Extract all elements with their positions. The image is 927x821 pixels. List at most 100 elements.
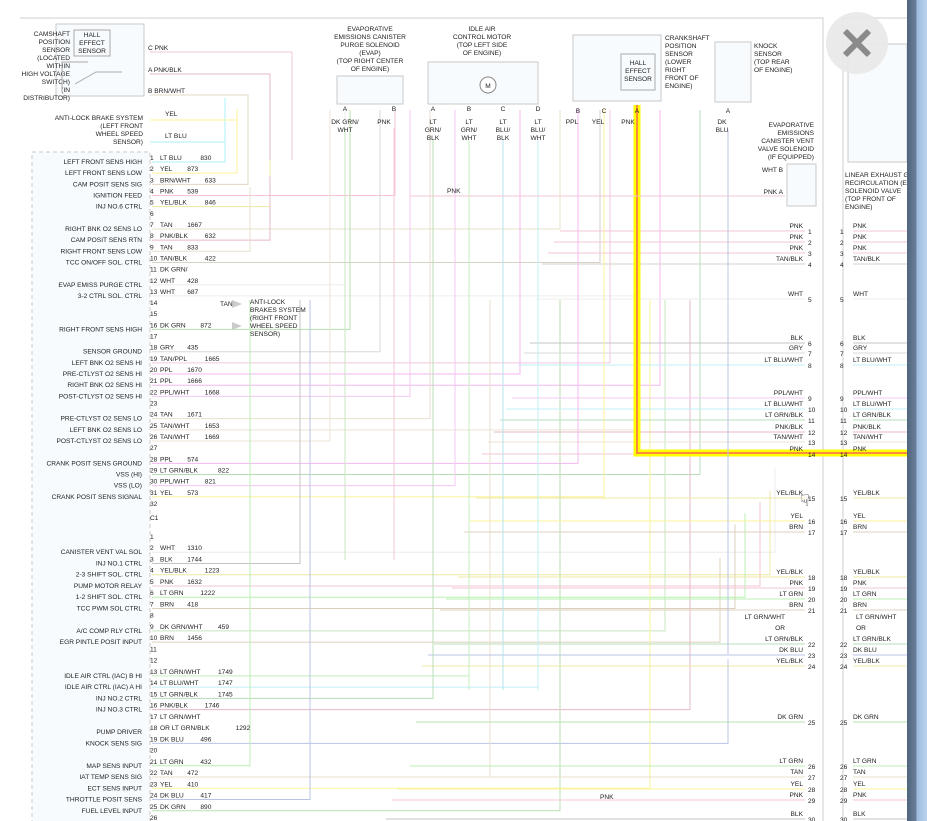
iac-wire-label: BLU/ (531, 127, 546, 134)
wire-color-label: PPL/WHT (160, 479, 189, 486)
pin-number: 21 (150, 378, 158, 385)
circuit-number: 687 (187, 289, 198, 296)
pin-number: 6 (150, 590, 154, 597)
camshaft-sensor-label: WITHIN (47, 63, 71, 70)
splice-pin-number: 15 (808, 496, 816, 503)
panel2-pin-number: 20 (840, 597, 848, 604)
splice-wire-label: DK GRN (777, 714, 803, 721)
evap-wire-label: PNK (377, 119, 391, 126)
splice-pin-number: 2 (808, 240, 812, 247)
pin-number: 8 (150, 613, 154, 620)
wire (152, 300, 491, 778)
pin-number: 31 (150, 490, 158, 497)
pin-number: 32 (150, 501, 158, 508)
panel2-pin-number: 17 (840, 530, 848, 537)
splice-wire-label: PNK (789, 792, 803, 799)
wire (152, 110, 351, 330)
splice-wire-label: LT GRN (779, 591, 803, 598)
wire (152, 300, 561, 812)
abs-right-label: ANTI-LOCK (250, 299, 286, 306)
splice-wire-label: PNK (789, 580, 803, 587)
pin-function-label: VSS (HI) (116, 471, 142, 478)
motor-icon (479, 76, 497, 94)
splice-pin-number: 20 (808, 597, 816, 604)
pin-function-label: LEFT BNK O2 SENS HI (72, 360, 142, 367)
evap-purge-label: (EVAP) (359, 50, 381, 57)
wire-color-label: BRN (160, 601, 174, 608)
knock-pin-letter: A (726, 108, 731, 115)
splice-pin-number: 14 (808, 452, 816, 459)
pin-number: 14 (150, 300, 158, 307)
panel2-pin-number: 22 (840, 642, 848, 649)
circuit-number: 539 (187, 188, 198, 195)
pin-number: 7 (150, 222, 154, 229)
circuit-number: 1666 (187, 378, 202, 385)
knock-sensor-label: KNOCK (754, 43, 778, 50)
wire (152, 659, 729, 744)
pin-function-label: ECT SENS INPUT (88, 785, 142, 792)
evap-purge-label: EVAPORATIVE (347, 26, 393, 33)
splice-pin-number: 9 (808, 396, 812, 403)
abs-left-label: WHEEL SPEED (96, 131, 144, 138)
panel2-wire-label: LT GRN (853, 758, 877, 765)
circuit-number: 574 (187, 456, 198, 463)
pin-function-label: RIGHT FRONT SENS LOW (61, 248, 143, 255)
pin-number: 10 (150, 255, 158, 262)
iac-label: (TOP LEFT SIDE (457, 42, 508, 49)
panel2-wire-label: TAN (853, 769, 866, 776)
connector-arrow-icon (232, 300, 242, 308)
circuit-number: 1669 (205, 434, 220, 441)
knock-sensor-box (714, 41, 752, 103)
wire-color-label: DK GRN/WHT (160, 624, 203, 631)
wire-color-label: TAN (160, 770, 173, 777)
panel2-pin-number: 10 (840, 407, 848, 414)
panel2-wire-label: TAN/BLK (853, 256, 881, 263)
hall-effect-box (620, 53, 656, 91)
window-edge-scrollbar[interactable] (907, 0, 927, 821)
panel2-wire-label: YEL/BLK (853, 658, 880, 665)
pin-number: 22 (150, 389, 158, 396)
pin-function-label: IDLE AIR CTRL (IAC) B HI (64, 673, 142, 680)
abs-right-label: WHEEL SPEED (250, 323, 298, 330)
panel2-wire-label: LT GRN/BLK (853, 636, 891, 643)
evap-vent-label: EVAPORATIVE (768, 122, 814, 129)
close-x-icon[interactable] (826, 12, 888, 74)
pin-function-label: IGNITION FEED (93, 192, 142, 199)
wire-color-label: TAN (160, 222, 173, 229)
splice-wire-label: LT GRN (779, 758, 803, 765)
panel2-wire-label: PNK (853, 580, 867, 587)
wire-color-label: LT BLU (160, 155, 182, 162)
iac-wire-label: LT (499, 119, 506, 126)
splice-wire-label: OR (775, 625, 785, 632)
splice-pin-number: 27 (808, 775, 816, 782)
circuit-number: 821 (205, 479, 216, 486)
circuit-number: 496 (200, 736, 211, 743)
knock-wire-label: BLU (716, 127, 729, 134)
crankshaft-sensor-label: SENSOR (665, 51, 693, 58)
splice-pin-number: 7 (808, 351, 812, 358)
circuit-number: 1747 (218, 680, 233, 687)
pin-function-label: 2-3 SHIFT SOL. CTRL (76, 572, 143, 579)
pin-number: 12 (150, 658, 158, 665)
egr-valve-label: SOLENOID VALVE (845, 188, 902, 195)
wire-color-label: LT GRN (160, 759, 184, 766)
crank-pin-letter: C (602, 108, 607, 115)
pin-number: 19 (150, 356, 158, 363)
panel2-pin-number: 25 (840, 720, 848, 727)
wire-color-label: YEL/BLK (160, 568, 187, 575)
abs-right-label: BRAKES SYSTEM (250, 307, 306, 314)
wire (152, 110, 411, 397)
crankshaft-sensor-label: CRANKSHAFT (665, 35, 710, 42)
circuit-number: 435 (187, 345, 198, 352)
camshaft-sensor-label: POSITION (38, 39, 70, 46)
panel2-wire-label: BLK (853, 335, 866, 342)
panel2-pin-number: 29 (840, 798, 848, 805)
splice-wire-label: LT GRN/WHT (745, 614, 785, 621)
pin-number: 13 (150, 669, 158, 676)
pin-function-label: MAP SENS INPUT (86, 763, 142, 770)
crank-wire-label: PNK (621, 119, 635, 126)
wire (152, 300, 301, 564)
pin-number: 8 (150, 233, 154, 240)
wire-color-label: TAN (160, 244, 173, 251)
